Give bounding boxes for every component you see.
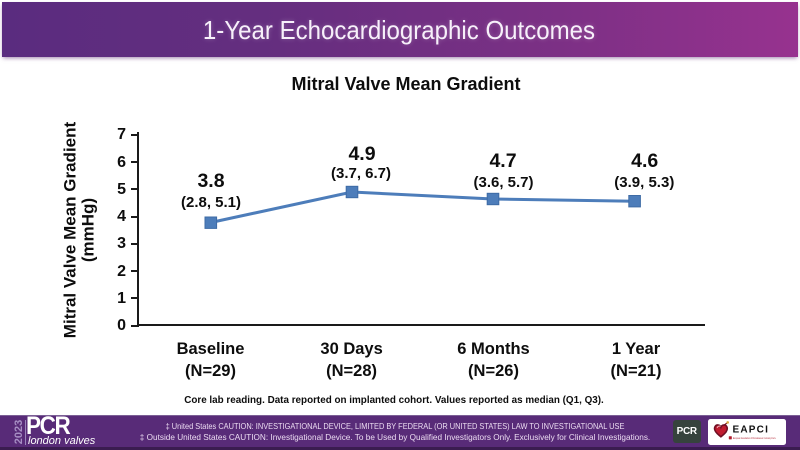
svg-text:European Association of Percut: European Association of Percutaneous Cor…: [733, 436, 776, 440]
svg-text:EAPCI: EAPCI: [732, 425, 769, 436]
